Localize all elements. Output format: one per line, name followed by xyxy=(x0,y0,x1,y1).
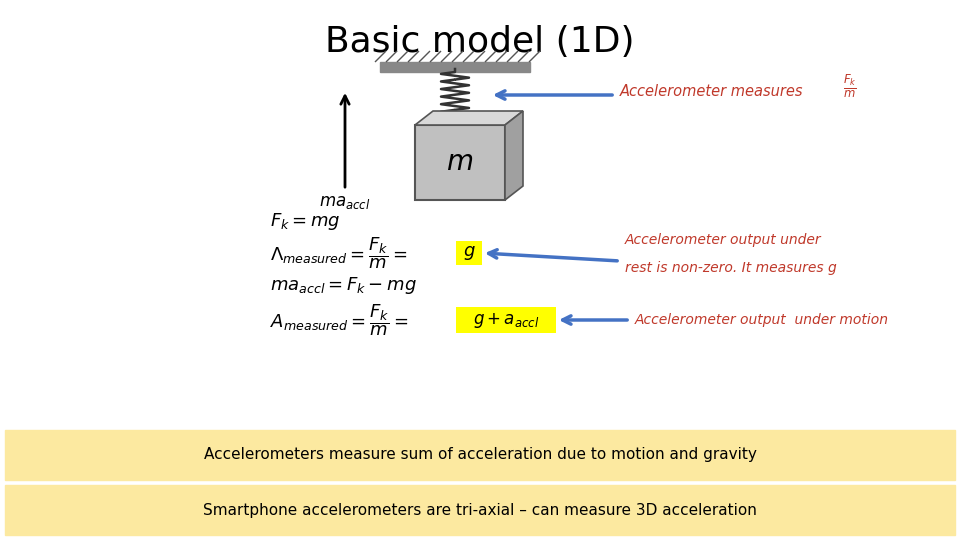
Bar xyxy=(456,307,556,333)
Text: $\Lambda_{measured} = \dfrac{F_k}{m} = $: $\Lambda_{measured} = \dfrac{F_k}{m} = $ xyxy=(270,235,407,271)
Text: $g$: $g$ xyxy=(463,244,475,262)
Text: Accelerometer output under: Accelerometer output under xyxy=(625,233,822,247)
Polygon shape xyxy=(505,111,523,200)
Bar xyxy=(456,241,482,265)
Text: Accelerometer measures: Accelerometer measures xyxy=(620,84,808,99)
Text: Accelerometers measure sum of acceleration due to motion and gravity: Accelerometers measure sum of accelerati… xyxy=(204,448,756,462)
Text: $A_{measured} = \dfrac{F_k}{m} = $: $A_{measured} = \dfrac{F_k}{m} = $ xyxy=(270,302,408,338)
Text: $F_k = mg$: $F_k = mg$ xyxy=(270,212,341,233)
Text: $m$: $m$ xyxy=(446,148,473,177)
Bar xyxy=(415,125,505,200)
Text: $g + a_{accl}$: $g + a_{accl}$ xyxy=(473,310,540,329)
Text: Basic model (1D): Basic model (1D) xyxy=(325,25,635,59)
Text: $ma_{accl} = F_k - mg$: $ma_{accl} = F_k - mg$ xyxy=(270,274,417,295)
Bar xyxy=(5,430,955,480)
Text: $ma_{accl}$: $ma_{accl}$ xyxy=(320,193,371,211)
Polygon shape xyxy=(415,111,523,125)
Text: rest is non-zero. It measures g: rest is non-zero. It measures g xyxy=(625,261,837,275)
Text: Smartphone accelerometers are tri-axial – can measure 3D acceleration: Smartphone accelerometers are tri-axial … xyxy=(204,503,756,517)
Text: Accelerometer output  under motion: Accelerometer output under motion xyxy=(635,313,889,327)
Text: $\frac{F_k}{m}$: $\frac{F_k}{m}$ xyxy=(843,72,856,100)
Bar xyxy=(380,62,530,72)
Bar xyxy=(5,485,955,535)
